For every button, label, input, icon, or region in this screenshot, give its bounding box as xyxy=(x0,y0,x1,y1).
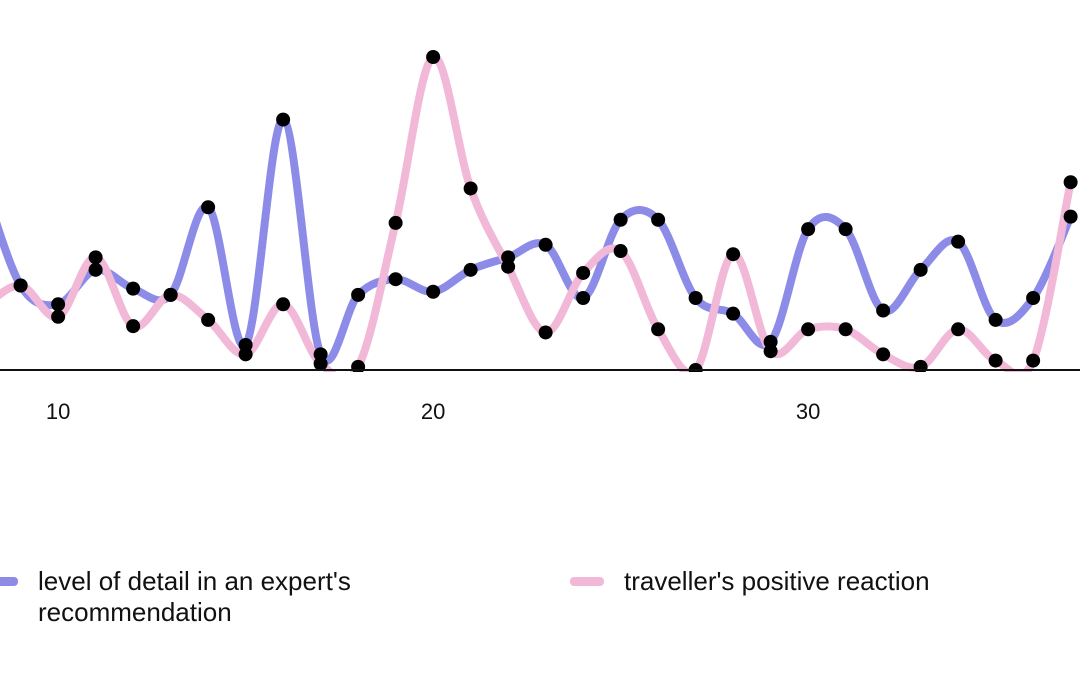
data-point xyxy=(51,309,66,324)
data-point xyxy=(163,287,178,302)
data-point xyxy=(801,222,816,237)
data-point xyxy=(201,312,216,327)
data-point xyxy=(238,347,253,362)
data-point xyxy=(726,247,741,262)
data-point xyxy=(726,306,741,321)
data-point xyxy=(426,284,441,299)
data-point xyxy=(988,353,1003,368)
data-point xyxy=(576,265,591,280)
data-point xyxy=(88,250,103,265)
data-point xyxy=(838,322,853,337)
data-point xyxy=(538,237,553,252)
data-point xyxy=(388,215,403,230)
data-point xyxy=(313,356,328,371)
data-point xyxy=(463,181,478,196)
data-point xyxy=(426,50,441,64)
data-point xyxy=(1026,353,1041,368)
legend-swatch xyxy=(570,577,604,586)
data-point xyxy=(51,297,66,312)
data-point xyxy=(876,303,891,318)
data-point xyxy=(538,325,553,340)
data-point xyxy=(876,347,891,362)
data-point xyxy=(501,259,516,274)
data-point xyxy=(951,234,966,249)
legend-label: traveller's positive reaction xyxy=(624,566,930,596)
data-point xyxy=(576,291,591,306)
data-point xyxy=(1026,291,1041,306)
data-point xyxy=(988,312,1003,327)
legend-label: level of detail in an expert's recommend… xyxy=(38,566,351,627)
legend-item: level of detail in an expert's recommend… xyxy=(0,566,428,628)
data-point xyxy=(913,262,928,277)
series-line xyxy=(0,53,1075,372)
data-point xyxy=(463,262,478,277)
legend-swatch xyxy=(0,577,18,586)
data-point xyxy=(1063,175,1078,190)
data-point xyxy=(801,322,816,337)
data-point xyxy=(688,291,703,306)
data-point xyxy=(276,297,291,312)
x-tick-label: 20 xyxy=(421,399,445,424)
data-point xyxy=(913,359,928,372)
legend-item: traveller's positive reaction xyxy=(570,566,930,597)
data-point xyxy=(13,278,28,293)
data-point xyxy=(126,319,141,334)
data-point xyxy=(1063,209,1078,224)
data-point xyxy=(651,212,666,227)
x-tick-label: 30 xyxy=(796,399,820,424)
data-point xyxy=(838,222,853,237)
data-point xyxy=(951,322,966,337)
data-point xyxy=(276,112,291,127)
data-point xyxy=(126,281,141,296)
data-point xyxy=(201,200,216,215)
data-point xyxy=(88,262,103,277)
data-point xyxy=(613,212,628,227)
data-point xyxy=(651,322,666,337)
data-point xyxy=(613,244,628,259)
data-point xyxy=(351,359,366,372)
x-tick-label: 10 xyxy=(46,399,70,424)
data-point xyxy=(351,287,366,302)
data-point xyxy=(763,344,778,359)
data-point xyxy=(388,272,403,287)
